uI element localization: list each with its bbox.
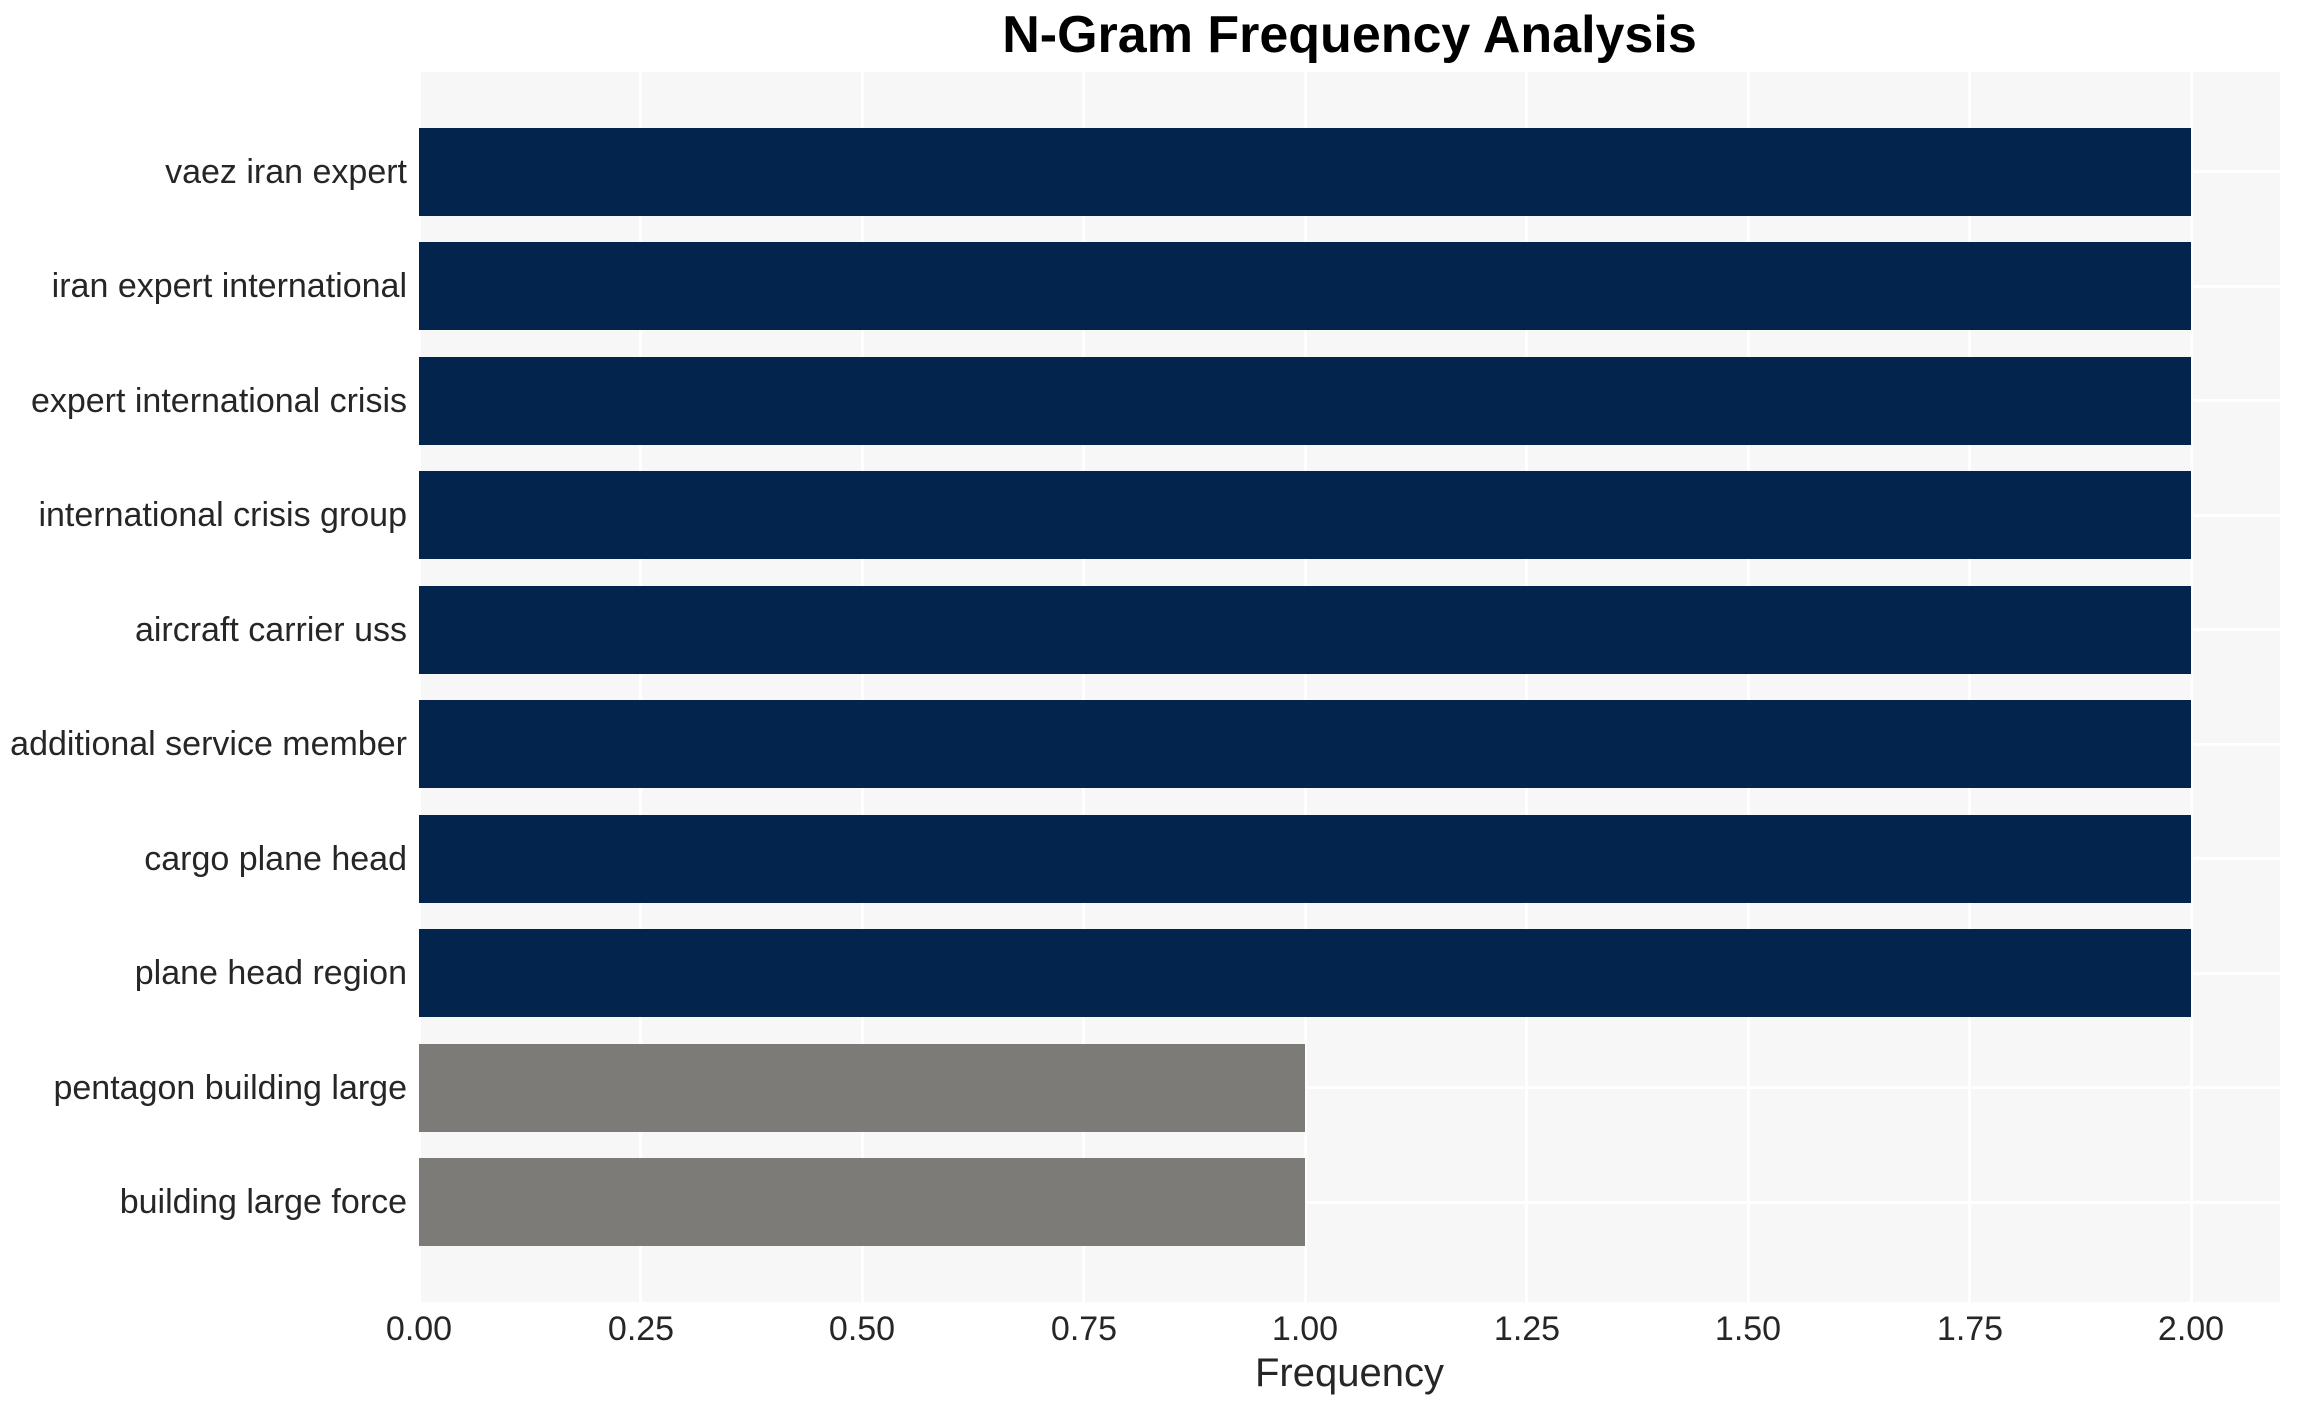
category-label: vaez iran expert (165, 153, 407, 191)
y-axis-labels: vaez iran expert iran expert internationa… (0, 72, 407, 1302)
category-label: aircraft carrier uss (134, 611, 407, 649)
x-tick-label: 1.75 (1936, 1310, 2004, 1348)
x-tick-label: 0.25 (607, 1310, 675, 1348)
category-label: pentagon building large (53, 1069, 407, 1107)
x-axis-ticks: 0.00 0.25 0.50 0.75 1.00 1.25 1.50 1.75 2.00 (386, 1308, 2280, 1350)
bar (419, 929, 2191, 1017)
bar (419, 242, 2191, 330)
plot-area (419, 72, 2280, 1302)
gridline-vertical (1082, 72, 1085, 1302)
x-tick-label: 1.00 (1271, 1310, 1339, 1348)
category-label: cargo plane head (144, 840, 407, 878)
category-label: international crisis group (38, 496, 407, 534)
category-label: building large force (119, 1183, 407, 1221)
bar (419, 357, 2191, 445)
bar (419, 700, 2191, 788)
bar (419, 1158, 1305, 1246)
bar (419, 471, 2191, 559)
x-tick-label: 1.25 (1493, 1310, 1561, 1348)
category-label: additional service member (10, 725, 407, 763)
x-tick-label: 0.50 (828, 1310, 896, 1348)
category-label: iran expert international (51, 267, 407, 305)
bar (419, 128, 2191, 216)
gridline-horizontal (419, 1201, 2280, 1204)
gridline-vertical (419, 72, 421, 1302)
gridline-vertical (861, 72, 864, 1302)
category-label: plane head region (134, 954, 407, 992)
gridline-vertical (1968, 72, 1971, 1302)
gridline-horizontal (419, 1086, 2280, 1089)
gridline-vertical (1525, 72, 1528, 1302)
gridline-vertical (1747, 72, 1750, 1302)
category-label: expert international crisis (30, 382, 407, 420)
gridline-vertical (1304, 72, 1307, 1302)
x-tick-label: 1.50 (1714, 1310, 1782, 1348)
bar (419, 1044, 1305, 1132)
chart-title: N-Gram Frequency Analysis (1002, 6, 1697, 64)
x-tick-label: 0.00 (385, 1310, 453, 1348)
bar (419, 815, 2191, 903)
bar (419, 586, 2191, 674)
gridline-vertical (2190, 72, 2193, 1302)
x-tick-label: 0.75 (1050, 1310, 1118, 1348)
x-tick-label: 2.00 (2157, 1310, 2225, 1348)
x-axis-label: Frequency (1255, 1351, 1444, 1395)
gridline-vertical (639, 72, 642, 1302)
